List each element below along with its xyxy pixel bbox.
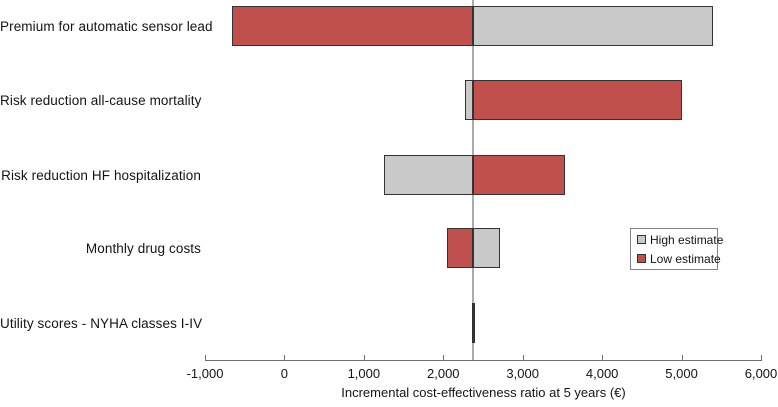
legend-label-high: High estimate — [650, 232, 724, 247]
bar-segment-low-estimate — [232, 6, 474, 46]
legend-item-low: Low estimate — [637, 252, 721, 266]
x-axis-tick — [284, 355, 286, 360]
x-tick-label: -1,000 — [186, 366, 224, 381]
x-axis-tick — [363, 355, 365, 360]
low-estimate-swatch — [637, 254, 646, 263]
x-tick-label: 5,000 — [665, 366, 698, 381]
x-tick-label: 1,000 — [347, 366, 381, 381]
legend-label-low: Low estimate — [650, 251, 721, 266]
bar-segment-low-estimate — [473, 155, 565, 195]
x-axis-tick — [443, 355, 445, 360]
bar-segment-low-estimate — [447, 228, 474, 268]
x-tick-label: 6,000 — [744, 366, 778, 381]
x-axis-line — [205, 360, 762, 361]
bar-segment-high-estimate — [473, 303, 476, 343]
x-axis-tick — [602, 355, 604, 360]
x-tick-label: 0 — [280, 366, 289, 381]
bar-segment-high-estimate — [383, 155, 474, 195]
legend: High estimate Low estimate — [630, 228, 723, 270]
bar-segment-low-estimate — [471, 303, 474, 343]
category-label: Risk reduction HF hospitalization — [1, 168, 201, 183]
legend-item-high: High estimate — [637, 233, 723, 247]
x-axis-tick — [761, 355, 762, 360]
x-tick-label: 3,000 — [506, 366, 539, 381]
bar-segment-high-estimate — [473, 228, 501, 268]
x-axis-tick — [681, 355, 683, 360]
x-axis-title: Incremental cost-effectiveness ratio at … — [341, 385, 626, 400]
category-label: Monthly drug costs — [85, 241, 201, 256]
category-label: Utility scores - NYHA classes I-IV — [0, 316, 203, 331]
bar-segment-low-estimate — [473, 80, 682, 120]
x-axis-tick — [205, 355, 206, 360]
bar-segment-high-estimate — [473, 6, 714, 46]
category-label: Premium for automatic sensor lead — [0, 19, 213, 34]
category-label: Risk reduction all-cause mortality — [0, 93, 202, 108]
x-tick-label: 2,000 — [427, 366, 460, 381]
x-tick-label: 4,000 — [585, 366, 619, 381]
high-estimate-swatch — [637, 235, 646, 244]
x-axis-tick — [522, 355, 524, 360]
bar-segment-high-estimate — [464, 80, 474, 120]
